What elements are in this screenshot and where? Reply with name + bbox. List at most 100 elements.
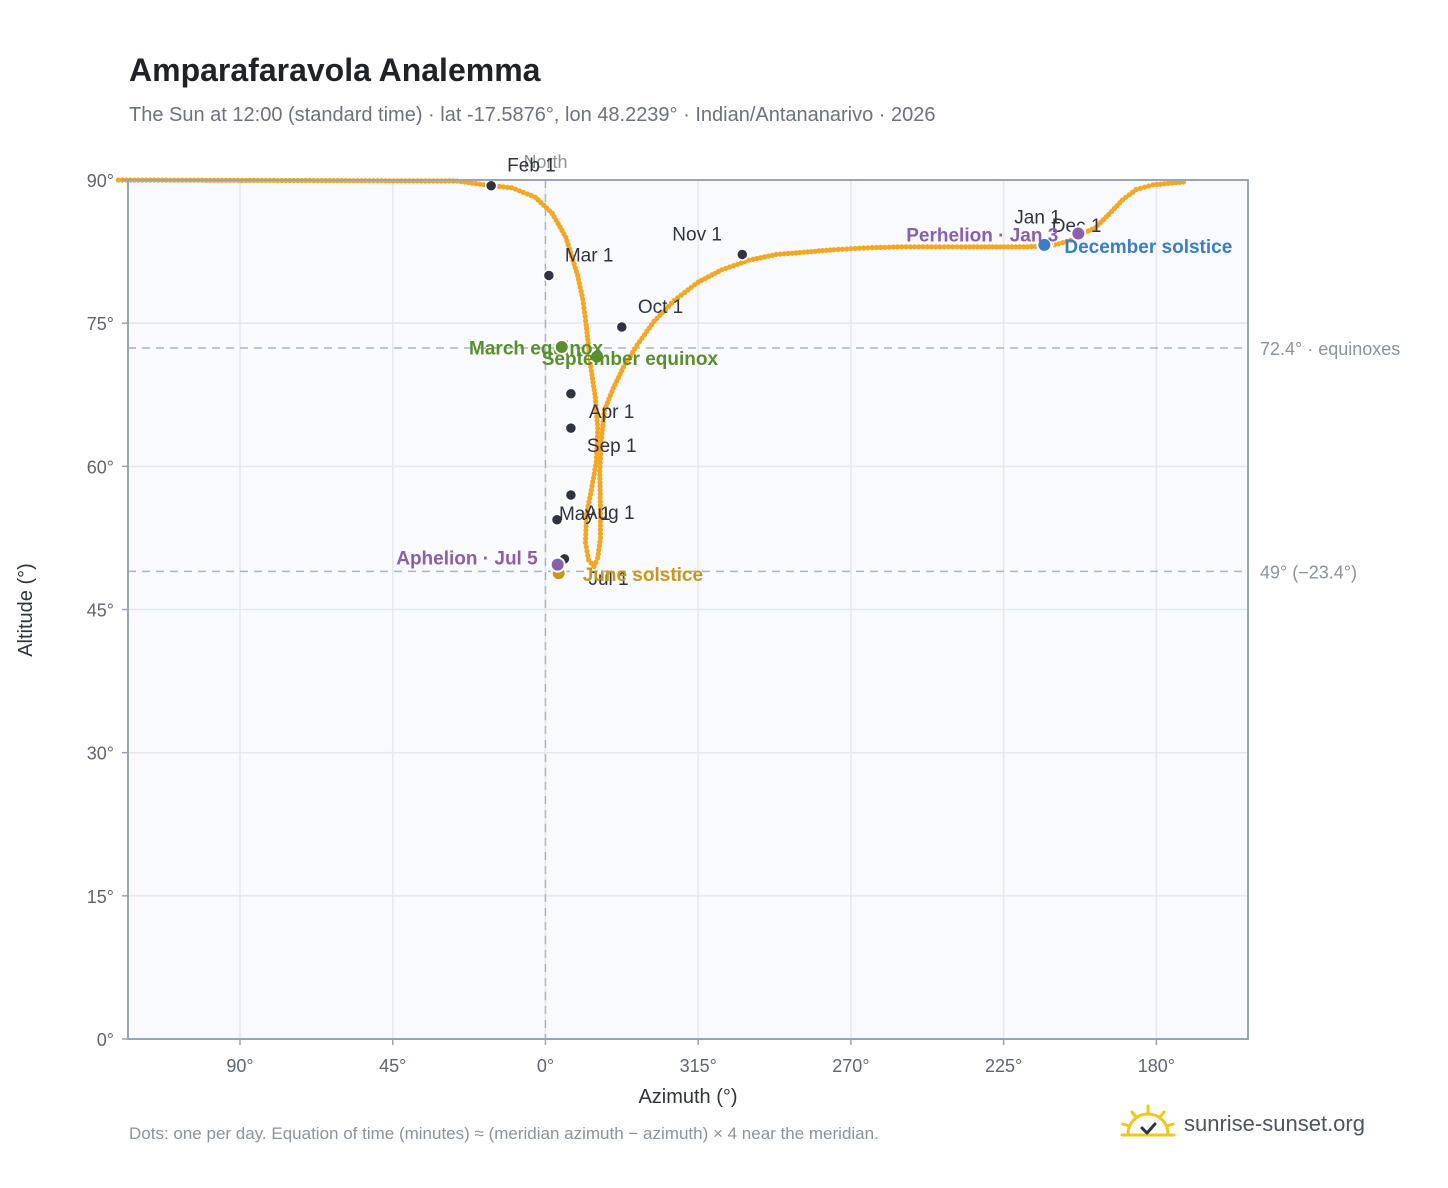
daily-sun-dot (583, 322, 589, 328)
daily-sun-dot (473, 181, 479, 187)
month-dot (542, 269, 556, 282)
altitude-reference-label: 49° (−23.4°) (1260, 562, 1357, 582)
daily-sun-dot (789, 250, 795, 256)
daily-sun-dot (1161, 181, 1167, 187)
event-dot (1070, 225, 1087, 242)
y-tick-label: 15° (87, 887, 114, 907)
month-label: Jul 1 (588, 569, 628, 590)
daily-sun-dot (907, 244, 913, 250)
daily-sun-dot (516, 188, 523, 194)
daily-sun-dot (597, 527, 604, 533)
daily-sun-dot (978, 244, 984, 250)
daily-sun-dot (734, 261, 741, 267)
daily-sun-dot (585, 503, 591, 509)
daily-sun-dot (600, 423, 606, 429)
month-dot (736, 248, 749, 261)
daily-sun-dot (588, 487, 594, 493)
daily-sun-dot (586, 499, 592, 505)
brand[interactable]: sunrise-sunset.org (1120, 1102, 1365, 1146)
daily-sun-dot (589, 483, 595, 489)
daily-sun-dot (1028, 243, 1034, 250)
daily-sun-dot (591, 383, 597, 389)
daily-sun-dot (597, 502, 604, 509)
daily-sun-dot (785, 250, 791, 257)
month-label: Oct 1 (638, 297, 683, 318)
daily-sun-dot (1064, 238, 1070, 245)
daily-sun-dot (593, 559, 599, 565)
daily-sun-dot (577, 284, 583, 290)
north-label: North (523, 152, 567, 172)
daily-sun-dot (601, 407, 608, 413)
daily-sun-dot (865, 245, 871, 251)
daily-sun-dot (583, 515, 590, 521)
daily-sun-dot (1137, 185, 1143, 191)
daily-sun-dot (812, 248, 818, 254)
daily-sun-dot (1056, 241, 1062, 247)
daily-sun-dot (595, 425, 601, 431)
daily-sun-dot (986, 244, 992, 250)
event-label: June solstice (583, 565, 703, 586)
daily-sun-dot (597, 468, 603, 474)
month-label: Feb 1 (507, 156, 556, 177)
daily-sun-dot (581, 309, 588, 315)
daily-sun-dot (861, 245, 867, 251)
y-tick-label: 0° (97, 1030, 114, 1050)
axis-ticks: 180° 225° 270° 315° 0° 45° 90° 0° 15° 30° 45° 60° 75… (87, 171, 1175, 1076)
event-label: December solstice (1064, 237, 1232, 258)
daily-sun-dot (598, 435, 605, 441)
daily-sun-dot (962, 244, 969, 250)
daily-sun-dot (823, 247, 830, 253)
daily-sun-dot (592, 467, 598, 473)
daily-sun-dot (591, 471, 597, 477)
daily-sun-dot (580, 296, 586, 302)
daily-sun-dot (593, 463, 599, 469)
daily-sun-dot (597, 456, 604, 462)
daily-sun-dot (1001, 244, 1007, 250)
daily-sun-dot (594, 421, 601, 427)
daily-sun-dot (597, 523, 604, 529)
daily-sun-dot (1173, 180, 1179, 186)
daily-sun-dot (590, 479, 596, 485)
daily-sun-dot (599, 427, 605, 433)
month-label: Apr 1 (589, 402, 634, 423)
y-tick-label: 90° (87, 171, 114, 191)
daily-sun-dot (750, 256, 756, 262)
daily-sun-dot (974, 244, 980, 250)
daily-sun-dot (598, 447, 604, 453)
daily-sun-dot (1158, 181, 1164, 187)
daily-sun-dot (827, 247, 833, 253)
daily-sun-dot (886, 244, 892, 250)
x-tick-label: 225° (985, 1056, 1022, 1076)
daily-sun-dot (769, 252, 776, 258)
daily-sun-dot (954, 244, 960, 250)
daily-sun-dot (933, 244, 939, 250)
daily-sun-dot (583, 531, 589, 538)
daily-sun-dot (596, 543, 603, 549)
daily-sun-dot (950, 244, 956, 250)
daily-sun-dot (582, 540, 589, 546)
daily-sun-dot (831, 247, 837, 253)
event-dot (553, 339, 570, 356)
x-tick-label: 0° (537, 1056, 554, 1076)
daily-sun-dot (731, 263, 737, 269)
analemma-curve (115, 177, 1187, 570)
x-tick-label: 270° (832, 1056, 869, 1076)
daily-sun-dot (597, 495, 603, 501)
event-label: September equinox (542, 349, 719, 370)
daily-sun-dot (589, 375, 596, 382)
daily-sun-dot (804, 249, 811, 255)
daily-sun-dot (594, 442, 600, 448)
daily-sun-dot (587, 491, 594, 497)
daily-sun-dot (793, 250, 799, 256)
daily-sun-dot (601, 415, 607, 421)
daily-sun-dot (597, 464, 603, 470)
brand-text: sunrise-sunset.org (1184, 1111, 1365, 1136)
daily-sun-dot (588, 364, 594, 370)
daily-sun-dot (852, 245, 858, 252)
daily-sun-dot (848, 246, 854, 252)
daily-sun-dot (762, 254, 768, 260)
daily-sun-dot (797, 249, 803, 256)
x-axis-title: Azimuth (°) (638, 1086, 737, 1108)
